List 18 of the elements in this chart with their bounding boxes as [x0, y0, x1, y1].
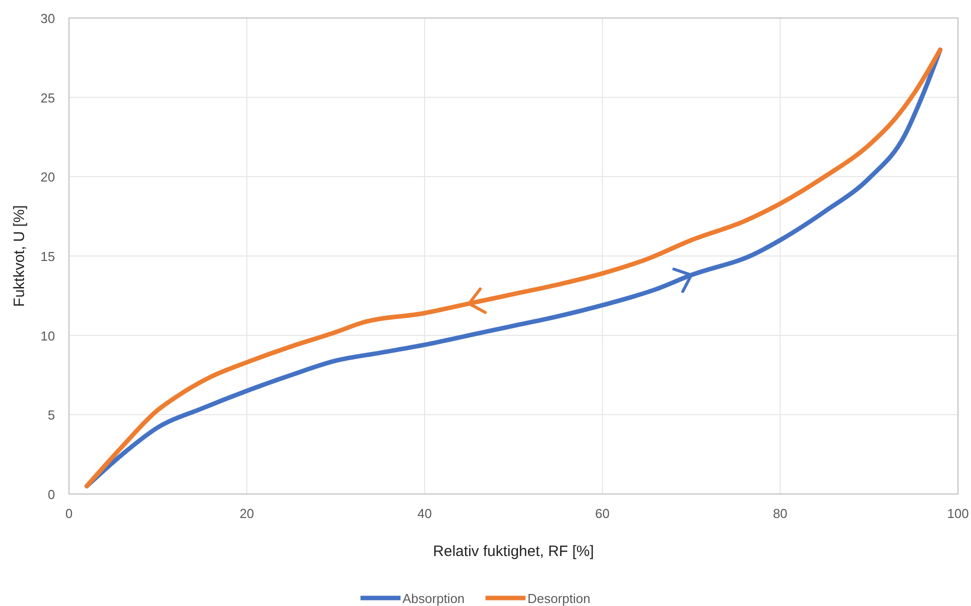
y-tick-label: 25: [40, 90, 55, 106]
y-tick-label: 5: [48, 408, 55, 423]
x-axis-title: Relativ fuktighet, RF [%]: [433, 543, 594, 560]
x-tick-label: 0: [65, 506, 73, 521]
x-tick-label: 40: [417, 506, 432, 521]
y-tick-label: 10: [40, 328, 55, 344]
legend-label: Absorption: [402, 591, 465, 606]
y-tick-label: 30: [40, 11, 55, 26]
x-tick-label: 80: [772, 506, 788, 521]
y-axis-title: Fuktkvot, U [%]: [11, 205, 28, 307]
x-tick-label: 20: [240, 506, 254, 521]
x-tick-label: 60: [595, 506, 610, 521]
x-tick-label: 100: [947, 506, 969, 521]
line-series: [84, 47, 942, 488]
legend-label: Desorption: [528, 591, 590, 606]
y-tick-label: 20: [40, 170, 55, 185]
y-tick-label: 0: [48, 487, 55, 502]
y-tick-label: 15: [40, 249, 55, 264]
